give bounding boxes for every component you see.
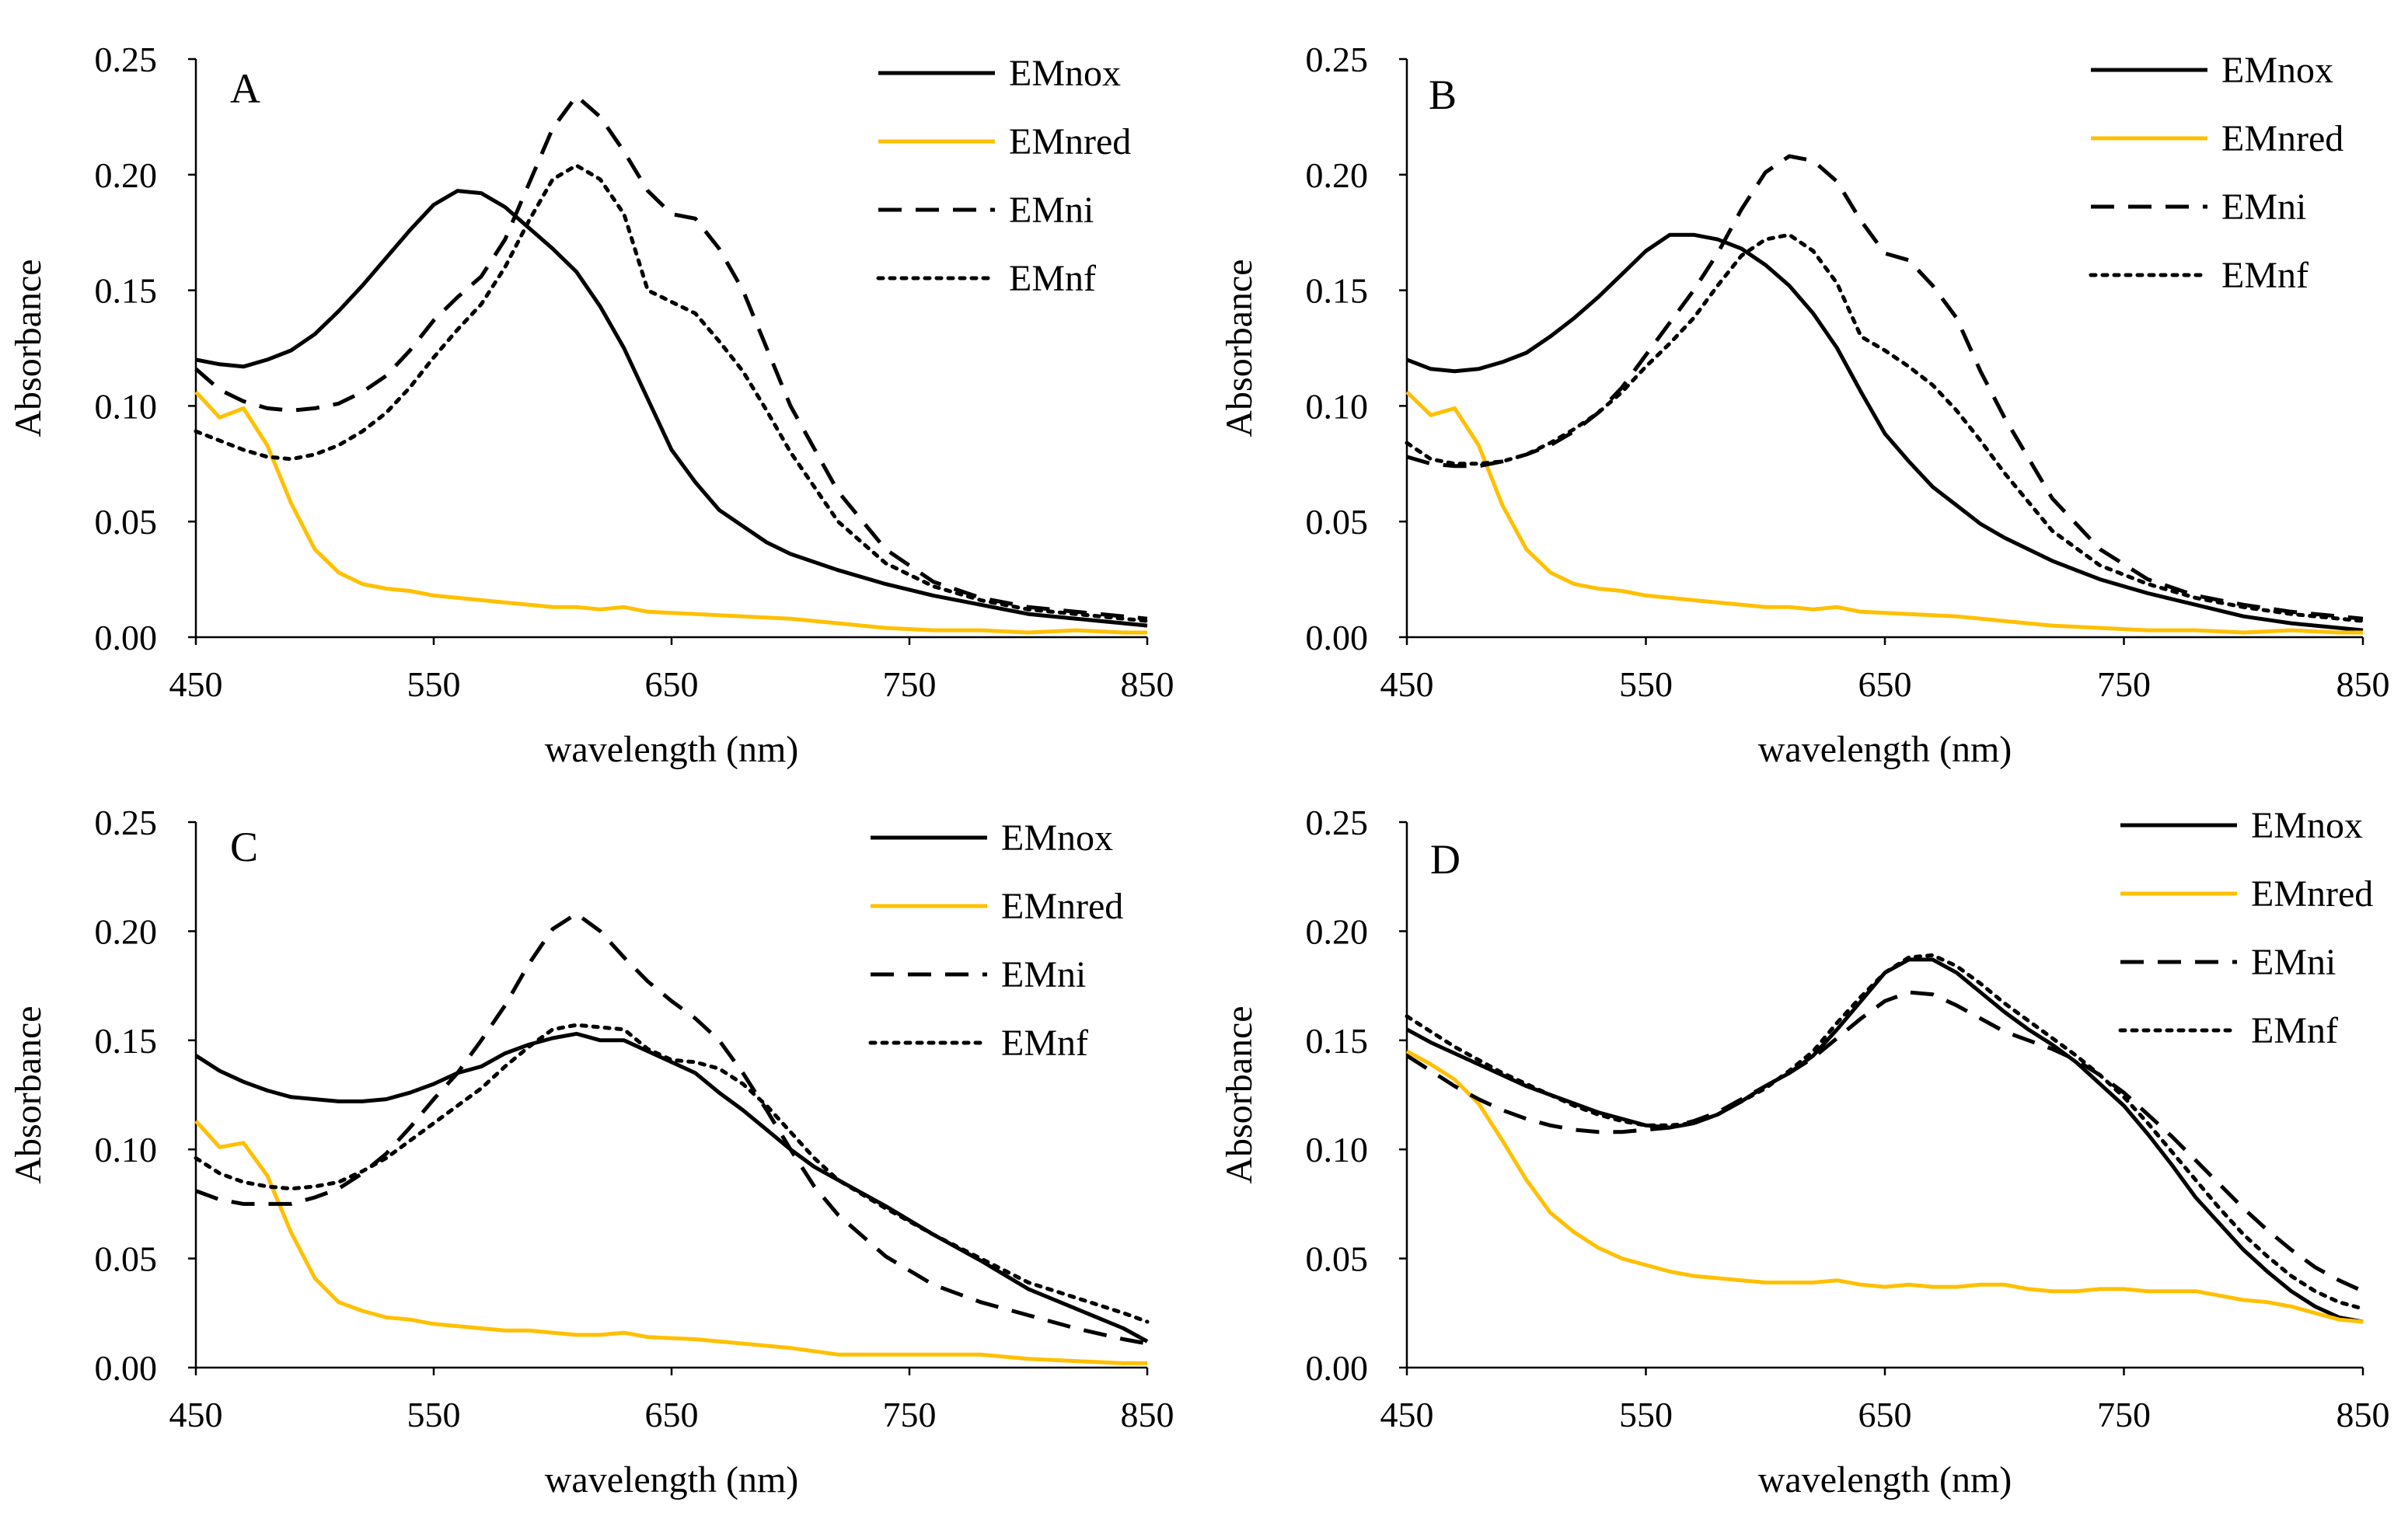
x-tick-label: 650 (645, 664, 699, 704)
legend: EMnox EMnred EMni EMnf (868, 817, 1123, 1064)
x-tick-label: 850 (1121, 664, 1174, 704)
legend-label: EMni (1001, 954, 1086, 995)
x-tick-label: 650 (1858, 1395, 1912, 1434)
series-line-emnox (194, 1031, 1149, 1344)
legend-label: EMnox (2251, 805, 2363, 846)
series-line-emnf (194, 163, 1150, 623)
y-axis-title: Absorbance (1219, 259, 1260, 437)
y-tick-label: 0.00 (95, 618, 158, 657)
legend-label: EMni (2251, 942, 2336, 983)
x-tick-label: 550 (407, 664, 461, 704)
x-tick-label: 450 (1380, 664, 1434, 704)
y-tick-label: 0.20 (1306, 155, 1369, 195)
y-tick-label: 0.20 (95, 911, 158, 951)
y-axis-title: Absorbance (8, 1005, 49, 1183)
legend-label: EMnred (2251, 873, 2373, 915)
series-line-emnf (1405, 953, 2365, 1311)
chart-panel-c: 0.00 0.05 0.10 0.15 0.20 0.25 450 550 650 750 850 w… (8, 803, 1174, 1500)
chart-panel-d: 0.00 0.05 0.10 0.15 0.20 0.25 450 550 650 750 850 w… (1219, 803, 2390, 1500)
series-line-emnred (1405, 390, 2363, 635)
legend-label: EMnred (1001, 886, 1123, 927)
legend-label: EMnf (2221, 255, 2309, 296)
x-axis-title: wavelength (nm) (545, 729, 799, 770)
legend-label: EMnox (2221, 50, 2333, 91)
legend-label: EMnf (2251, 1010, 2338, 1051)
y-axis-title: Absorbance (1219, 1005, 1260, 1183)
y-tick-label: 0.05 (1306, 1239, 1369, 1279)
y-tick-label: 0.05 (95, 1239, 158, 1279)
x-tick-label: 450 (169, 1395, 223, 1434)
series-line-emnred (194, 1120, 1147, 1365)
y-tick-label: 0.10 (1306, 1130, 1369, 1169)
y-tick-label: 0.25 (95, 40, 158, 79)
x-tick-label: 750 (883, 1395, 937, 1434)
x-tick-label: 550 (407, 1395, 461, 1434)
chart-panel-b: 0.00 0.05 0.10 0.15 0.20 0.25 450 550 650 750 850 w… (1219, 40, 2390, 770)
legend-label: EMnox (1001, 817, 1113, 859)
legend-label: EMnred (2221, 118, 2343, 159)
series-line-emni (195, 911, 1148, 1346)
y-tick-label: 0.15 (1306, 1021, 1369, 1061)
y-tick-label: 0.20 (95, 155, 158, 195)
panel-label: C (230, 824, 258, 870)
y-tick-label: 0.05 (1306, 502, 1369, 542)
y-tick-label: 0.05 (95, 502, 158, 542)
y-tick-label: 0.20 (1306, 911, 1369, 951)
y-tick-label: 0.25 (1306, 803, 1369, 842)
x-tick-label: 750 (2097, 1395, 2151, 1434)
series-line-emnf (194, 1023, 1150, 1324)
legend: EMnox EMnred EMni EMnf (876, 53, 1131, 299)
series-line-emni (1406, 154, 2364, 621)
legend-label: EMnox (1009, 53, 1121, 94)
x-tick-label: 750 (2097, 664, 2151, 704)
x-tick-label: 450 (1380, 1395, 1434, 1434)
x-axis-title: wavelength (nm) (1758, 729, 2012, 770)
legend-label: EMni (2221, 186, 2306, 228)
y-tick-label: 0.00 (95, 1348, 158, 1388)
series-line-emnox (1405, 957, 2364, 1324)
y-tick-label: 0.10 (1306, 386, 1369, 426)
legend-label: EMnf (1001, 1023, 1088, 1064)
x-tick-label: 850 (1121, 1395, 1174, 1434)
series-line-emnf (1405, 232, 2365, 623)
chart-panel-a: 0.00 0.05 0.10 0.15 0.20 0.25 450 550 650 750 850 w… (8, 40, 1174, 770)
x-tick-label: 550 (1619, 1395, 1673, 1434)
series-line-emnox (1406, 232, 2364, 633)
x-tick-label: 750 (883, 664, 937, 704)
x-axis-title: wavelength (nm) (545, 1459, 799, 1500)
panel-label: A (230, 65, 260, 112)
y-tick-label: 0.15 (95, 1021, 158, 1061)
series-line-emnred (194, 390, 1147, 635)
y-tick-label: 0.25 (95, 803, 158, 842)
y-tick-label: 0.10 (95, 386, 158, 426)
y-tick-label: 0.00 (1306, 1348, 1369, 1388)
series-line-emnox (195, 189, 1148, 628)
x-tick-label: 450 (169, 664, 223, 704)
x-tick-label: 850 (2336, 664, 2390, 704)
x-tick-label: 550 (1619, 664, 1673, 704)
y-tick-label: 0.00 (1306, 618, 1369, 657)
x-tick-label: 650 (1858, 664, 1912, 704)
legend: EMnox EMnred EMni EMnf (2089, 50, 2343, 296)
series-line-emni (1405, 990, 2364, 1293)
y-tick-label: 0.15 (95, 271, 158, 311)
panel-label: B (1429, 71, 1457, 118)
legend-label: EMnred (1009, 121, 1131, 162)
x-tick-label: 850 (2336, 1395, 2390, 1434)
panel-label: D (1430, 836, 1461, 883)
y-tick-label: 0.10 (95, 1130, 158, 1169)
y-tick-label: 0.25 (1306, 40, 1369, 79)
y-axis-title: Absorbance (8, 259, 49, 437)
x-axis-title: wavelength (nm) (1758, 1459, 2012, 1500)
series-line-emni (194, 94, 1148, 621)
series-line-emnred (1405, 1049, 2364, 1324)
legend-label: EMnf (1009, 258, 1096, 299)
legend-label: EMni (1009, 190, 1094, 231)
y-tick-label: 0.15 (1306, 271, 1369, 311)
legend: EMnox EMnred EMni EMnf (2118, 805, 2373, 1051)
x-tick-label: 650 (645, 1395, 699, 1434)
